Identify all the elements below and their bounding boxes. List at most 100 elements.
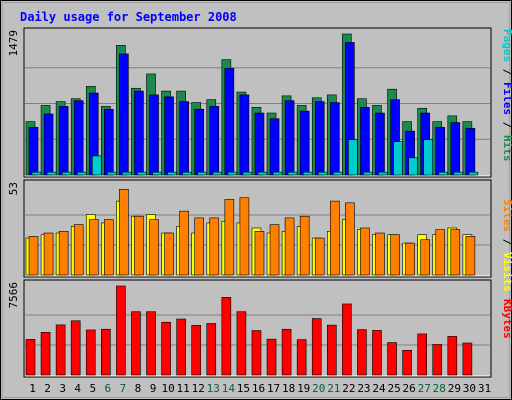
- legend-item: KBytes: [501, 299, 512, 339]
- bar-sites-day-11: [179, 210, 189, 276]
- bar-files-day-3: [58, 106, 69, 176]
- bar-pages-day-30: [468, 171, 479, 176]
- bar-pages-day-10: [167, 171, 177, 176]
- bar-sites-day-9: [149, 219, 159, 276]
- day-label-28: 28: [433, 382, 446, 395]
- bar-files-day-20: [314, 101, 325, 176]
- day-label-1: 1: [29, 382, 36, 395]
- panel-middle-max-label: 53: [7, 182, 20, 195]
- bar-pages-day-16: [257, 171, 268, 176]
- bar-files-day-23: [360, 107, 370, 176]
- day-label-8: 8: [135, 382, 142, 395]
- bar-pages-day-8: [137, 171, 147, 176]
- bar-kbytes-day-9: [146, 311, 156, 376]
- bar-kbytes-day-8: [131, 311, 141, 376]
- bar-kbytes-day-16: [251, 330, 262, 376]
- panel-middle-legend: Sites / Visits: [501, 199, 512, 292]
- bar-pages-day-4: [76, 171, 87, 176]
- legend-item: Hits: [501, 135, 512, 162]
- bar-files-day-17: [269, 118, 280, 176]
- bar-files-day-9: [149, 94, 159, 176]
- bar-pages-day-28: [438, 171, 449, 176]
- bar-kbytes-day-23: [357, 329, 367, 376]
- bar-sites-day-1: [28, 236, 39, 276]
- bar-kbytes-day-20: [311, 318, 322, 376]
- bar-pages-day-20: [317, 171, 328, 176]
- bar-sites-day-19: [299, 215, 310, 276]
- bar-files-day-16: [254, 112, 265, 176]
- bar-files-day-8: [134, 90, 144, 176]
- day-label-7: 7: [120, 382, 127, 395]
- bar-pages-day-7: [122, 171, 132, 176]
- bar-files-day-14: [224, 67, 235, 176]
- bar-files-day-11: [179, 101, 189, 176]
- panel-bottom: 7566 KBytes: [7, 279, 512, 378]
- bar-sites-day-30: [465, 236, 476, 276]
- bar-sites-day-21: [329, 200, 340, 276]
- legend-item: Pages: [501, 29, 512, 62]
- bar-kbytes-day-28: [432, 344, 443, 376]
- day-label-27: 27: [418, 382, 431, 395]
- day-label-19: 19: [297, 382, 310, 395]
- legend-item: Visits: [501, 252, 512, 292]
- day-label-10: 10: [161, 382, 174, 395]
- bar-kbytes-day-4: [70, 320, 81, 376]
- bar-pages-day-29: [453, 171, 464, 176]
- day-label-14: 14: [222, 382, 236, 395]
- bar-pages-day-15: [242, 171, 253, 176]
- bar-files-day-10: [164, 96, 174, 176]
- bar-files-day-1: [28, 127, 39, 176]
- bar-sites-day-12: [194, 217, 205, 276]
- panels-layer: 1479 Pages / Files / Hits 53 Sites / Visits…: [7, 27, 512, 378]
- day-label-15: 15: [237, 382, 250, 395]
- day-label-29: 29: [448, 382, 461, 395]
- bar-sites-day-27: [420, 239, 430, 276]
- day-label-5: 5: [89, 382, 96, 395]
- legend-item: /: [501, 62, 512, 82]
- bar-sites-day-28: [435, 229, 446, 276]
- legend-item: Files: [501, 82, 512, 115]
- bar-sites-day-29: [450, 229, 461, 276]
- bar-kbytes-day-12: [191, 325, 202, 376]
- bar-pages-day-9: [152, 171, 162, 176]
- bar-sites-day-18: [284, 217, 295, 276]
- panel-bottom-legend: KBytes: [501, 299, 512, 339]
- bar-pages-day-13: [212, 171, 223, 176]
- day-label-18: 18: [282, 382, 295, 395]
- bar-files-day-28: [435, 127, 446, 176]
- bar-files-day-24: [375, 112, 385, 176]
- bar-kbytes-day-24: [372, 330, 382, 376]
- day-label-11: 11: [177, 382, 190, 395]
- bar-kbytes-day-6: [101, 328, 111, 376]
- day-label-21: 21: [327, 382, 340, 395]
- day-label-16: 16: [252, 382, 265, 395]
- day-labels: 1 2 3 4 5 6 7 8 9 10 11 12 13 14 15 16 17 18 19 20 21 22 23 24 2…: [29, 382, 491, 395]
- chart-title: Daily usage for September 2008: [20, 10, 237, 24]
- day-label-26: 26: [403, 382, 416, 395]
- bar-kbytes-day-5: [85, 329, 96, 376]
- bar-sites-day-10: [164, 232, 174, 276]
- day-label-30: 30: [463, 382, 476, 395]
- bar-files-day-15: [239, 94, 250, 176]
- day-label-12: 12: [192, 382, 205, 395]
- bar-pages-day-19: [302, 171, 313, 176]
- legend-item: /: [501, 115, 512, 135]
- bar-sites-day-22: [345, 202, 355, 276]
- bar-pages-day-23: [363, 171, 373, 176]
- bar-kbytes-day-7: [116, 285, 126, 376]
- bar-files-day-2: [43, 113, 54, 176]
- bar-kbytes-day-30: [462, 342, 473, 376]
- bar-files-day-13: [209, 106, 220, 176]
- panel-top: 1479 Pages / Files / Hits: [7, 27, 512, 178]
- bar-kbytes-day-29: [447, 336, 458, 376]
- bar-files-day-6: [104, 108, 114, 176]
- bar-kbytes-day-2: [40, 331, 51, 376]
- bar-files-day-7: [119, 53, 129, 176]
- bar-files-day-29: [450, 122, 461, 176]
- day-label-9: 9: [150, 382, 157, 395]
- bar-kbytes-day-27: [417, 333, 427, 376]
- bar-kbytes-day-19: [296, 339, 307, 376]
- bar-pages-day-1: [31, 171, 42, 176]
- bar-sites-day-23: [360, 227, 370, 276]
- bar-sites-day-6: [104, 219, 114, 276]
